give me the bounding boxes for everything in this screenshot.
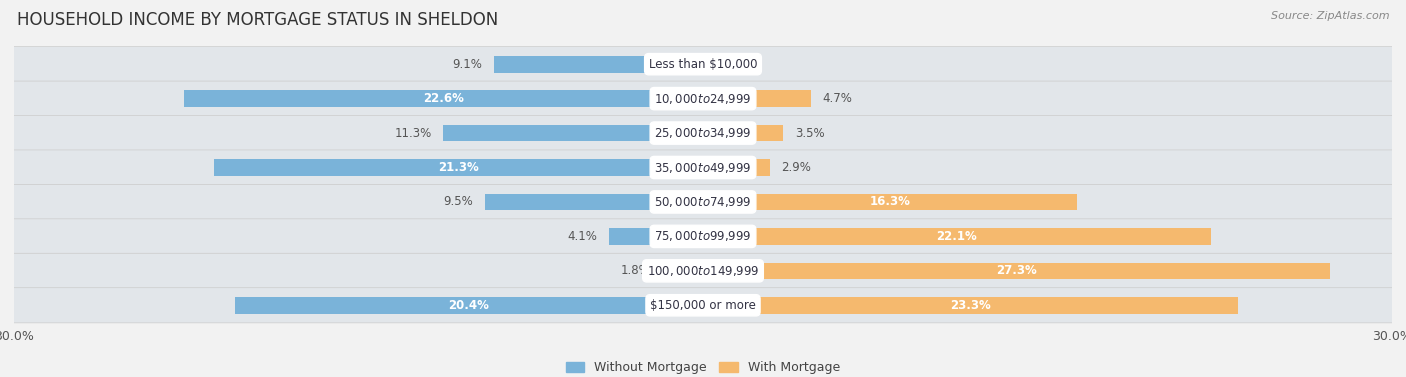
Bar [703,262,1330,279]
Text: $75,000 to $99,999: $75,000 to $99,999 [654,229,752,244]
Bar [703,90,811,107]
Text: Source: ZipAtlas.com: Source: ZipAtlas.com [1271,11,1389,21]
Bar [703,159,769,176]
Bar [184,90,703,107]
Bar [494,56,703,72]
Bar [662,262,703,279]
Text: 11.3%: 11.3% [395,127,432,139]
Text: 20.4%: 20.4% [449,299,489,312]
Text: $35,000 to $49,999: $35,000 to $49,999 [654,161,752,175]
Text: 22.6%: 22.6% [423,92,464,105]
FancyBboxPatch shape [11,184,1395,219]
Text: 4.7%: 4.7% [823,92,852,105]
Legend: Without Mortgage, With Mortgage: Without Mortgage, With Mortgage [561,356,845,377]
Bar [703,228,1211,245]
Text: 27.3%: 27.3% [995,264,1036,277]
Text: $150,000 or more: $150,000 or more [650,299,756,312]
Text: 0.0%: 0.0% [714,58,744,70]
Text: Less than $10,000: Less than $10,000 [648,58,758,70]
Bar [703,125,783,141]
FancyBboxPatch shape [11,47,1395,82]
Bar [214,159,703,176]
Bar [703,194,1077,210]
Text: 3.5%: 3.5% [794,127,824,139]
Text: 9.5%: 9.5% [444,195,474,208]
Text: 9.1%: 9.1% [453,58,482,70]
Text: $50,000 to $74,999: $50,000 to $74,999 [654,195,752,209]
Text: 16.3%: 16.3% [870,195,911,208]
Text: 23.3%: 23.3% [950,299,991,312]
FancyBboxPatch shape [11,219,1395,254]
Bar [235,297,703,314]
Text: $10,000 to $24,999: $10,000 to $24,999 [654,92,752,106]
FancyBboxPatch shape [11,115,1395,151]
FancyBboxPatch shape [11,253,1395,288]
Text: $100,000 to $149,999: $100,000 to $149,999 [647,264,759,278]
Text: HOUSEHOLD INCOME BY MORTGAGE STATUS IN SHELDON: HOUSEHOLD INCOME BY MORTGAGE STATUS IN S… [17,11,498,29]
Text: 21.3%: 21.3% [439,161,479,174]
Text: 22.1%: 22.1% [936,230,977,243]
Text: $25,000 to $34,999: $25,000 to $34,999 [654,126,752,140]
FancyBboxPatch shape [11,81,1395,116]
Bar [609,228,703,245]
Text: 2.9%: 2.9% [782,161,811,174]
Text: 4.1%: 4.1% [568,230,598,243]
FancyBboxPatch shape [11,288,1395,323]
Bar [443,125,703,141]
FancyBboxPatch shape [11,150,1395,185]
Bar [485,194,703,210]
Bar [703,297,1239,314]
Text: 1.8%: 1.8% [620,264,650,277]
